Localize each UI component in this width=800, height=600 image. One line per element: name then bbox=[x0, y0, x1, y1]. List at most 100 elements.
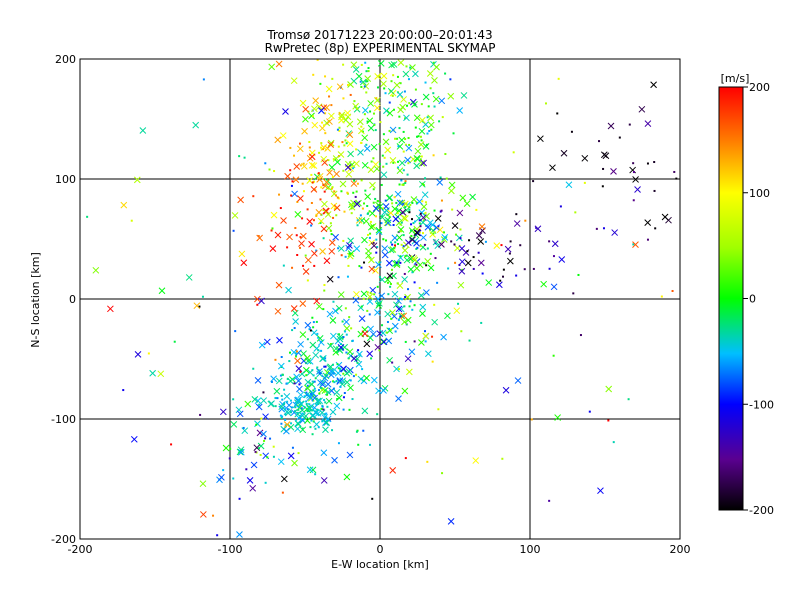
data-point bbox=[320, 349, 323, 352]
data-point bbox=[312, 326, 315, 329]
data-point bbox=[327, 342, 334, 350]
data-point bbox=[359, 354, 362, 357]
data-point bbox=[237, 446, 245, 454]
data-point bbox=[270, 380, 273, 383]
data-point bbox=[559, 205, 562, 208]
data-point bbox=[381, 154, 384, 157]
data-point bbox=[328, 387, 335, 395]
data-point bbox=[321, 121, 324, 124]
data-point bbox=[375, 261, 382, 269]
data-point bbox=[427, 121, 435, 129]
data-point bbox=[216, 534, 219, 537]
data-point bbox=[347, 264, 350, 267]
data-point bbox=[256, 303, 259, 306]
data-point bbox=[493, 242, 501, 249]
data-point bbox=[315, 214, 318, 217]
data-point bbox=[634, 186, 641, 193]
data-point bbox=[384, 92, 387, 95]
data-point bbox=[318, 392, 321, 395]
data-point bbox=[302, 268, 310, 275]
data-point bbox=[344, 109, 351, 117]
data-point bbox=[398, 159, 406, 167]
data-point bbox=[237, 448, 245, 456]
data-point bbox=[250, 461, 258, 469]
data-point bbox=[597, 487, 604, 495]
data-point bbox=[404, 293, 411, 301]
data-point bbox=[475, 232, 483, 239]
data-point bbox=[459, 237, 462, 240]
data-point bbox=[570, 130, 573, 133]
data-point bbox=[396, 234, 403, 241]
data-point bbox=[320, 449, 328, 457]
data-point bbox=[509, 240, 512, 243]
data-point bbox=[370, 225, 373, 228]
data-point bbox=[333, 402, 341, 410]
data-point bbox=[444, 236, 447, 239]
data-point bbox=[549, 164, 556, 172]
data-point bbox=[297, 340, 304, 348]
x-tick-label: -100 bbox=[218, 543, 243, 556]
data-point bbox=[415, 263, 418, 266]
data-point bbox=[423, 262, 426, 265]
data-point bbox=[404, 143, 407, 146]
data-point bbox=[358, 127, 365, 135]
data-point bbox=[360, 333, 363, 336]
data-point bbox=[485, 279, 493, 286]
data-point bbox=[389, 328, 392, 331]
data-point bbox=[286, 400, 289, 403]
data-point bbox=[268, 63, 276, 71]
data-point bbox=[300, 232, 307, 240]
data-point bbox=[335, 214, 338, 217]
data-point bbox=[388, 327, 391, 330]
data-point bbox=[381, 215, 384, 218]
data-point bbox=[322, 237, 325, 240]
data-point bbox=[342, 63, 345, 66]
data-point bbox=[361, 134, 369, 142]
data-point bbox=[222, 444, 230, 452]
data-point bbox=[338, 126, 341, 129]
data-point bbox=[314, 377, 317, 380]
data-point bbox=[397, 242, 400, 245]
data-point bbox=[279, 414, 282, 417]
data-point bbox=[86, 215, 89, 218]
data-point bbox=[441, 116, 444, 119]
data-point bbox=[447, 92, 455, 100]
data-point bbox=[406, 104, 409, 107]
data-point bbox=[355, 217, 363, 224]
data-point bbox=[365, 70, 368, 73]
data-point bbox=[588, 410, 591, 413]
data-point bbox=[363, 202, 366, 205]
data-point bbox=[323, 124, 326, 127]
data-point bbox=[316, 332, 319, 335]
data-point bbox=[343, 210, 346, 213]
data-point bbox=[436, 226, 444, 234]
data-point bbox=[311, 105, 318, 113]
data-point bbox=[432, 95, 440, 103]
data-point bbox=[339, 385, 342, 388]
data-point bbox=[295, 377, 302, 385]
data-point bbox=[350, 355, 358, 362]
data-point bbox=[286, 408, 289, 411]
data-point bbox=[130, 435, 138, 443]
y-tick-label: 100 bbox=[55, 173, 76, 186]
data-point bbox=[295, 365, 303, 372]
data-point bbox=[320, 146, 323, 149]
data-point bbox=[338, 112, 341, 115]
data-point bbox=[401, 247, 409, 254]
data-point bbox=[236, 531, 243, 538]
data-point bbox=[464, 259, 472, 267]
data-point bbox=[257, 235, 260, 238]
data-point bbox=[369, 292, 372, 295]
data-point bbox=[370, 242, 378, 250]
data-point bbox=[375, 228, 383, 236]
data-point bbox=[413, 281, 416, 284]
data-point bbox=[249, 484, 257, 492]
data-point bbox=[385, 239, 388, 242]
data-point bbox=[254, 450, 257, 453]
data-point bbox=[398, 136, 406, 144]
data-point bbox=[405, 65, 408, 68]
data-point bbox=[402, 183, 405, 186]
y-tick-label: 200 bbox=[55, 53, 76, 66]
data-point bbox=[323, 365, 326, 368]
data-point bbox=[431, 360, 434, 363]
